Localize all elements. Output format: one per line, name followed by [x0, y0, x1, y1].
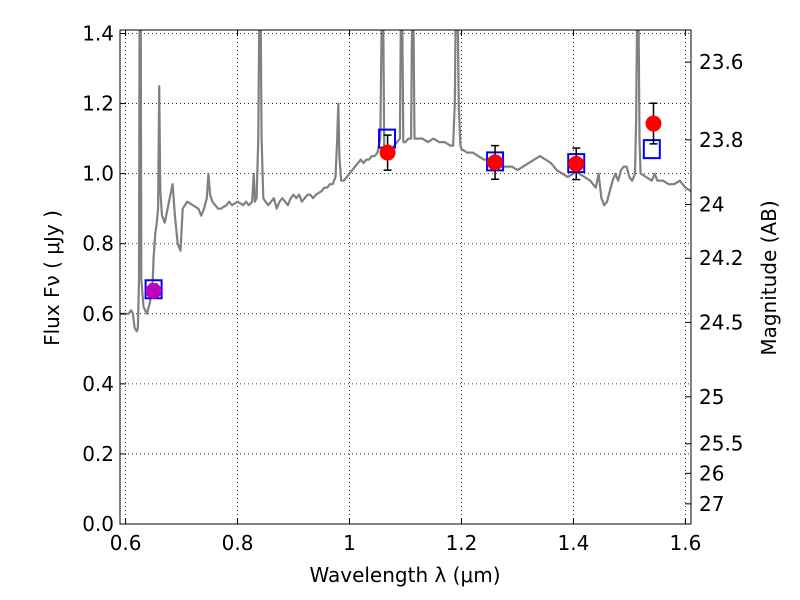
y2-tick-label: 24 [699, 192, 724, 216]
x-tick-label: 1.4 [558, 531, 590, 555]
y2-axis-label: Magnitude (AB) [757, 200, 781, 355]
y2-tick-label: 26 [699, 461, 724, 485]
observed-point [568, 155, 585, 172]
y2-ticks: 23.6 23.8 24 24.2 24.5 25 25.5 26 27 [685, 50, 744, 516]
x-tick-label: 0.8 [222, 531, 254, 555]
x-tick-label: 0.6 [110, 531, 142, 555]
observed-point [145, 283, 162, 300]
y-tick-label: 0.0 [82, 512, 114, 536]
x-axis-label: Wavelength λ (μm) [309, 563, 500, 587]
spectrum-layer [120, 30, 691, 333]
y-tick-label: 0.6 [82, 302, 114, 326]
model-points-layer [144, 128, 661, 300]
y-tick-label: 0.4 [82, 372, 114, 396]
y-tick-label: 1.2 [82, 92, 114, 116]
y-tick-label: 0.2 [82, 442, 114, 466]
x-tick-label: 1.2 [446, 531, 478, 555]
y2-tick-label: 25.5 [699, 432, 744, 456]
observed-point [487, 154, 504, 171]
plot-frame [119, 29, 692, 525]
x-tick-label: 1 [343, 531, 356, 555]
y2-tick-label: 27 [699, 492, 724, 516]
y2-tick-label: 24.2 [699, 246, 744, 270]
y2-tick-label: 25 [699, 385, 724, 409]
y-tick-label: 0.8 [82, 232, 114, 256]
y-ticks: 0.0 0.2 0.4 0.6 0.8 1.0 1.2 1.4 [82, 22, 126, 536]
grid-layer [120, 30, 691, 525]
model-point-square [642, 139, 661, 160]
y-axis-label: Flux Fν ( μJy ) [40, 210, 64, 346]
x-tick-label: 1.6 [669, 531, 701, 555]
observed-points-layer [145, 102, 662, 300]
y2-tick-label: 23.8 [699, 128, 744, 152]
observed-point [379, 144, 396, 161]
spectrum-line [120, 30, 691, 333]
y-tick-label: 1.4 [82, 22, 114, 46]
y2-tick-label: 23.6 [699, 50, 744, 74]
observed-point [645, 115, 662, 132]
y-tick-label: 1.0 [82, 162, 114, 186]
y2-tick-label: 24.5 [699, 310, 744, 334]
x-ticks: 0.6 0.8 1 1.2 1.4 1.6 [110, 30, 701, 555]
